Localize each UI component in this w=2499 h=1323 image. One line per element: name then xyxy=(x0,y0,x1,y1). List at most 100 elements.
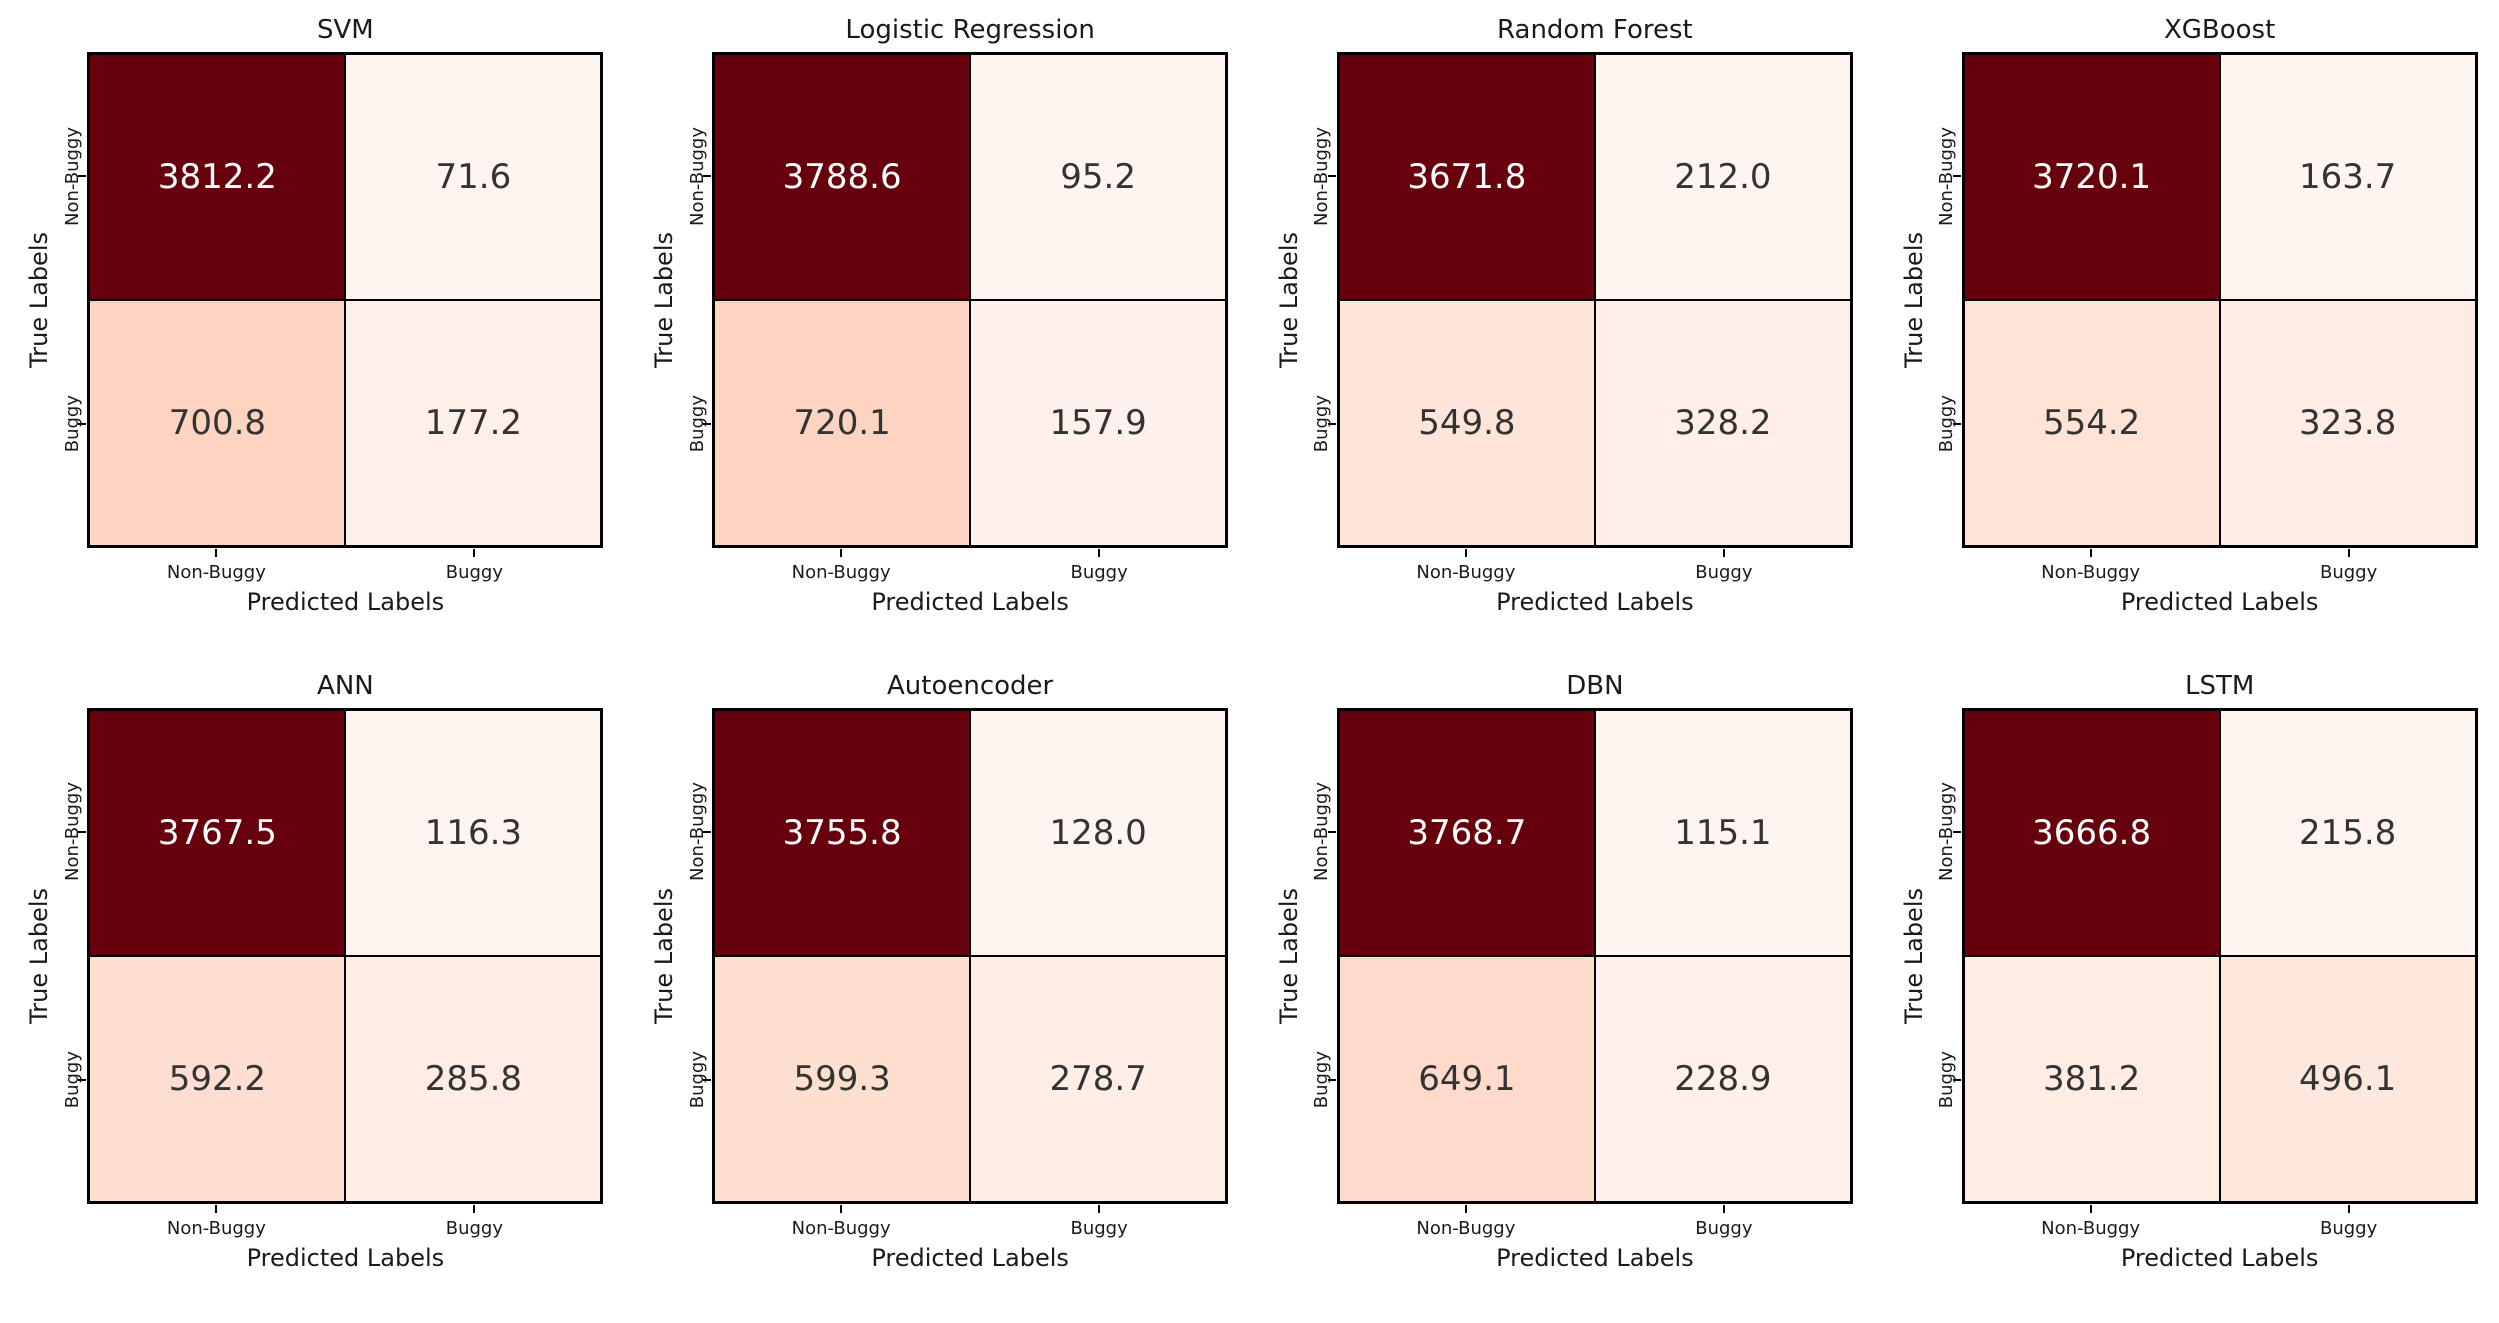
matrix: 3767.5 116.3 592.2 285.8 xyxy=(87,707,604,1204)
x-tick-labels: Non-Buggy Buggy xyxy=(712,1218,1228,1239)
matrix-cell: 285.8 xyxy=(345,955,602,1202)
tick-mark xyxy=(78,423,87,425)
y-axis-label: True Labels xyxy=(1274,232,1303,368)
tick-mark xyxy=(215,1204,218,1213)
tick-mark xyxy=(1327,1078,1336,1081)
tick-mark xyxy=(78,1078,87,1081)
x-tick-label: Buggy xyxy=(1695,1217,1753,1239)
matrix-cell: 3720.1 xyxy=(1963,54,2220,300)
matrix: 3671.8 212.0 549.8 328.2 xyxy=(1336,52,1853,548)
x-tick-label: Non-Buggy xyxy=(791,1217,891,1239)
x-axis-label: Predicted Labels xyxy=(871,1243,1069,1272)
subplot-lstm: LSTM True Labels Non-Buggy Buggy 3666.8 2… xyxy=(1874,668,2499,1323)
y-axis-label: True Labels xyxy=(1899,887,1928,1024)
y-axis-label-box: True Labels xyxy=(21,708,57,1204)
tick-mark xyxy=(840,549,843,557)
tick-mark xyxy=(78,175,87,177)
x-axis-label: Predicted Labels xyxy=(1496,588,1694,616)
matrix-cell: 71.6 xyxy=(345,54,602,300)
subplot-title: Autoencoder xyxy=(887,670,1054,701)
x-tick-label: Buggy xyxy=(1070,562,1128,583)
x-axis-label: Predicted Labels xyxy=(1496,1243,1694,1272)
matrix-cell: 177.2 xyxy=(345,300,602,546)
matrix-cell: 215.8 xyxy=(2219,709,2476,956)
matrix-cell: 3788.6 xyxy=(714,54,971,300)
matrix: 3720.1 163.7 554.2 323.8 xyxy=(1961,52,2478,548)
matrix-cell: 3767.5 xyxy=(89,709,346,956)
tick-mark xyxy=(703,830,712,833)
matrix-cell: 278.7 xyxy=(970,955,1227,1202)
y-tick-labels: Non-Buggy Buggy xyxy=(1932,708,1962,1204)
matrix-cell: 95.2 xyxy=(970,54,1227,300)
matrix-cell: 3671.8 xyxy=(1338,54,1595,300)
x-axis-label: Predicted Labels xyxy=(871,588,1069,616)
x-tick-labels: Non-Buggy Buggy xyxy=(1337,562,1853,583)
tick-mark xyxy=(703,1078,712,1081)
tick-mark xyxy=(2347,1204,2350,1213)
y-tick-labels: Non-Buggy Buggy xyxy=(682,708,712,1204)
tick-mark xyxy=(2089,1204,2092,1213)
matrix-cell: 323.8 xyxy=(2219,300,2476,546)
tick-mark xyxy=(1464,549,1467,557)
x-tick-label: Buggy xyxy=(1070,1217,1128,1239)
y-axis-label: True Labels xyxy=(1899,232,1928,368)
y-tick-labels: Non-Buggy Buggy xyxy=(57,708,87,1204)
tick-mark xyxy=(473,549,476,557)
subplot-title: SVM xyxy=(317,15,374,45)
subplot-autoencoder: Autoencoder True Labels Non-Buggy Buggy … xyxy=(625,668,1250,1323)
subplot-title: Logistic Regression xyxy=(845,15,1095,45)
x-tick-labels: Non-Buggy Buggy xyxy=(1962,1218,2478,1239)
matrix-cell: 592.2 xyxy=(89,955,346,1202)
matrix-cell: 115.1 xyxy=(1594,709,1851,956)
matrix-wrap: 3788.6 95.2 720.1 157.9 xyxy=(703,52,1229,557)
subplot-xgboost: XGBoost True Labels Non-Buggy Buggy 3720… xyxy=(1874,12,2499,668)
tick-mark xyxy=(1952,423,1961,425)
tick-mark xyxy=(1722,1204,1725,1213)
tick-mark xyxy=(1952,175,1961,177)
matrix: 3812.2 71.6 700.8 177.2 xyxy=(87,52,604,548)
y-axis-label: True Labels xyxy=(25,232,54,368)
subplot-logistic-regression: Logistic Regression True Labels Non-Bugg… xyxy=(625,12,1250,668)
subplot-title: DBN xyxy=(1566,670,1624,701)
x-tick-label: Buggy xyxy=(2319,562,2378,583)
matrix-cell: 3812.2 xyxy=(89,54,346,300)
x-axis-label: Predicted Labels xyxy=(2120,588,2319,616)
x-tick-labels: Non-Buggy Buggy xyxy=(1337,1218,1853,1239)
x-tick-label: Non-Buggy xyxy=(166,562,266,583)
x-tick-label: Non-Buggy xyxy=(166,1217,266,1239)
matrix-cell: 496.1 xyxy=(2219,955,2476,1202)
y-tick-labels: Non-Buggy Buggy xyxy=(57,52,87,548)
subplot-title: Random Forest xyxy=(1497,15,1693,45)
y-axis-label-box: True Labels xyxy=(1271,52,1307,548)
matrix-cell: 163.7 xyxy=(2219,54,2476,300)
y-axis-label-box: True Labels xyxy=(21,52,57,548)
tick-mark xyxy=(703,175,712,177)
matrix-cell: 554.2 xyxy=(1963,300,2220,546)
subplot-title: ANN xyxy=(317,670,374,701)
y-axis-label-box: True Labels xyxy=(646,52,682,548)
y-tick-labels: Non-Buggy Buggy xyxy=(1307,708,1337,1204)
y-axis-label: True Labels xyxy=(650,232,679,368)
subplot-random-forest: Random Forest True Labels Non-Buggy Bugg… xyxy=(1250,12,1875,668)
matrix-wrap: 3755.8 128.0 599.3 278.7 xyxy=(703,707,1229,1213)
matrix-cell: 720.1 xyxy=(714,300,971,546)
tick-mark xyxy=(703,423,712,425)
tick-mark xyxy=(78,830,87,833)
matrix-wrap: 3720.1 163.7 554.2 323.8 xyxy=(1952,52,2478,557)
x-tick-labels: Non-Buggy Buggy xyxy=(87,562,603,583)
y-axis-label: True Labels xyxy=(650,887,679,1024)
matrix-wrap: 3768.7 115.1 649.1 228.9 xyxy=(1327,707,1853,1213)
x-tick-label: Non-Buggy xyxy=(2041,1217,2141,1239)
matrix-wrap: 3666.8 215.8 381.2 496.1 xyxy=(1952,707,2478,1213)
y-tick-labels: Non-Buggy Buggy xyxy=(1307,52,1337,548)
tick-mark xyxy=(473,1204,476,1213)
subplot-svm: SVM True Labels Non-Buggy Buggy 3812.2 71… xyxy=(0,12,625,668)
matrix-wrap: 3767.5 116.3 592.2 285.8 xyxy=(78,707,604,1213)
subplot-title: LSTM xyxy=(2184,670,2255,701)
subplot-ann: ANN True Labels Non-Buggy Buggy 3767.5 11… xyxy=(0,668,625,1323)
matrix: 3755.8 128.0 599.3 278.7 xyxy=(712,707,1229,1204)
tick-mark xyxy=(1327,423,1336,425)
x-tick-label: Buggy xyxy=(1695,562,1753,583)
tick-mark xyxy=(1327,175,1336,177)
